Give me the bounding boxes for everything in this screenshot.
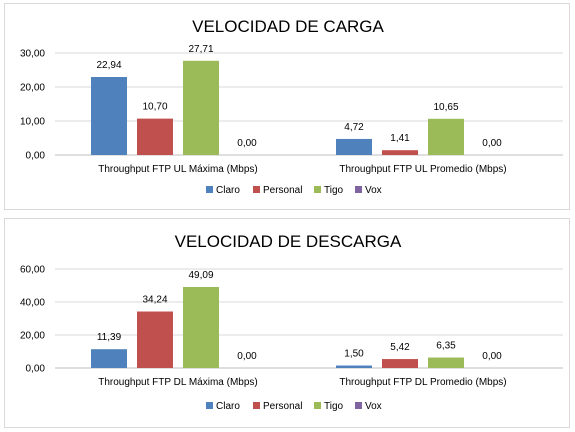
bar-personal: [137, 118, 173, 155]
bar-claro: [336, 138, 372, 155]
data-label: 27,71: [188, 44, 213, 55]
data-label: 0,00: [482, 351, 502, 362]
legend-swatch-claro: [206, 186, 213, 193]
bar-personal: [137, 311, 173, 368]
upload-chart-panel: VELOCIDAD DE CARGA 0,00 10,00 20,00 30,00 22,…: [4, 3, 570, 210]
data-label: 0,00: [237, 138, 257, 149]
bar-claro: [91, 77, 127, 155]
legend-swatch-personal: [253, 186, 260, 193]
bar-personal: [382, 359, 418, 368]
legend-label: Vox: [365, 401, 382, 412]
y-tick-label: 20,00: [20, 83, 45, 94]
data-label: 1,50: [344, 349, 364, 360]
legend-swatch-tigo: [314, 186, 321, 193]
y-tick-label: 0,00: [26, 151, 46, 162]
legend-label: Tigo: [324, 185, 344, 196]
y-tick-label: 30,00: [20, 49, 45, 60]
legend-label: Vox: [365, 185, 382, 196]
data-label: 0,00: [237, 351, 257, 362]
y-tick-label: 60,00: [20, 265, 45, 276]
upload-chart: VELOCIDAD DE CARGA 0,00 10,00 20,00 30,00 22,…: [20, 17, 563, 196]
download-chart-panel: VELOCIDAD DE DESCARGA 0,00 20,00 40,00 60,00…: [4, 218, 570, 428]
bar-tigo: [183, 287, 219, 368]
download-chart: VELOCIDAD DE DESCARGA 0,00 20,00 40,00 60,00…: [20, 232, 563, 412]
y-tick-label: 40,00: [20, 298, 45, 309]
legend-swatch-personal: [253, 402, 260, 409]
legend-swatch-claro: [206, 402, 213, 409]
chart-title: VELOCIDAD DE DESCARGA: [175, 232, 402, 251]
bar-claro: [336, 365, 372, 368]
data-label: 49,09: [188, 270, 213, 281]
legend-swatch-vox: [355, 186, 362, 193]
bar-personal: [382, 150, 418, 155]
bar-tigo: [428, 118, 464, 155]
data-label: 5,42: [390, 342, 410, 353]
bar-tigo: [428, 357, 464, 368]
category-label: Throughput FTP UL Máxima (Mbps): [98, 164, 258, 175]
category-label: Throughput FTP DL Promedio (Mbps): [339, 377, 506, 388]
legend-label: Claro: [216, 185, 240, 196]
data-label: 34,24: [142, 295, 167, 306]
data-label: 11,39: [97, 332, 122, 343]
y-tick-label: 0,00: [26, 364, 46, 375]
bar-claro: [91, 349, 127, 368]
chart-title: VELOCIDAD DE CARGA: [192, 17, 384, 36]
data-label: 6,35: [436, 341, 456, 352]
bar-tigo: [183, 60, 219, 156]
legend-label: Claro: [216, 401, 240, 412]
y-tick-label: 20,00: [20, 331, 45, 342]
data-label: 0,00: [482, 138, 502, 149]
legend-label: Personal: [263, 185, 302, 196]
data-label: 10,70: [142, 102, 167, 113]
legend-label: Tigo: [324, 401, 344, 412]
data-label: 1,41: [390, 133, 410, 144]
data-label: 22,94: [96, 60, 121, 71]
legend-label: Personal: [263, 401, 302, 412]
data-label: 4,72: [344, 122, 364, 133]
legend-swatch-tigo: [314, 402, 321, 409]
category-label: Throughput FTP UL Promedio (Mbps): [339, 164, 506, 175]
y-tick-label: 10,00: [20, 117, 45, 128]
category-label: Throughput FTP DL Máxima (Mbps): [98, 377, 258, 388]
legend-swatch-vox: [355, 402, 362, 409]
data-label: 10,65: [433, 102, 458, 113]
